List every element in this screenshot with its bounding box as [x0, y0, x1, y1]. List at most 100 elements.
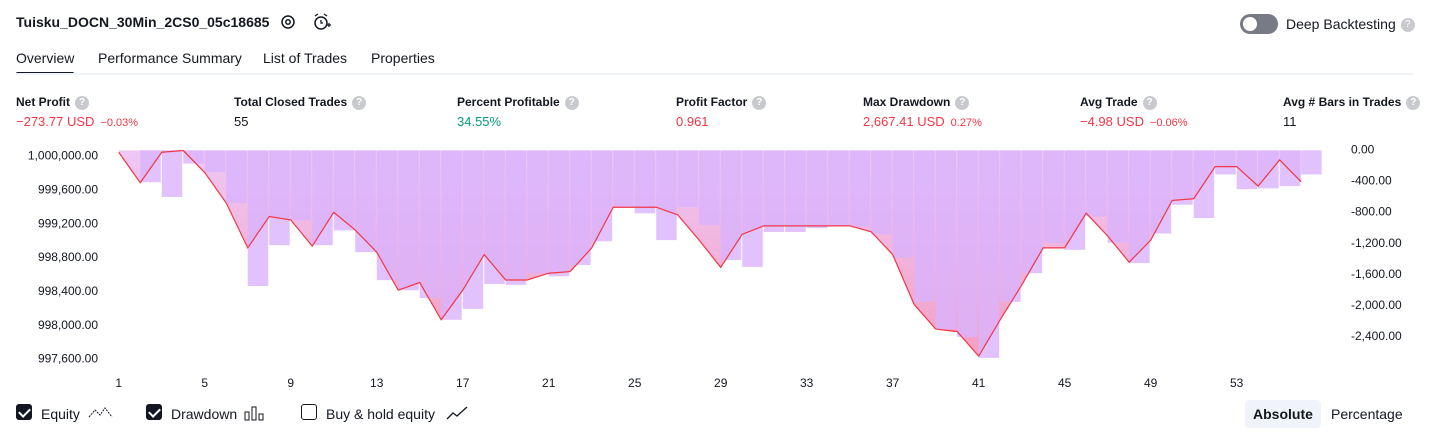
help-icon[interactable]: ? — [1142, 95, 1157, 110]
alert-icon[interactable] — [313, 13, 331, 31]
x-tick-label: 41 — [972, 376, 986, 390]
y2-tick-label: -400.00 — [1351, 174, 1392, 188]
drawdown-bar — [290, 150, 312, 221]
metric-value: 11 — [1283, 114, 1297, 129]
drawdown-bar — [161, 150, 183, 197]
x-tick-label: 33 — [800, 376, 814, 390]
help-icon[interactable]: ? — [564, 95, 579, 110]
metric-label-text: Avg # Bars in Trades — [1283, 95, 1402, 109]
metric-value-text: −4.98 USD — [1080, 114, 1144, 129]
drawdown-bar — [1064, 150, 1086, 250]
metric-value: 2,667.41 USD 0.27% — [863, 114, 982, 129]
x-tick-label: 1 — [115, 376, 122, 390]
metric-value-text: 0.961 — [676, 114, 709, 129]
equity-line — [118, 149, 1302, 358]
drawdown-bar — [376, 150, 398, 281]
metric-value-text: 2,667.41 USD — [863, 114, 945, 129]
drawdown-bar — [183, 150, 204, 164]
deep-backtesting-toggle[interactable] — [1240, 14, 1278, 34]
metric-value-text: 11 — [1283, 114, 1297, 129]
y2-tick-label: -800.00 — [1351, 205, 1392, 219]
y2-tick-label: -1,600.00 — [1351, 267, 1402, 281]
drawdown-bar — [355, 150, 376, 253]
divider — [16, 73, 1414, 75]
help-icon[interactable]: ? — [1400, 18, 1415, 33]
drawdown-bar — [1215, 150, 1236, 175]
metric-value-text: −273.77 USD — [16, 114, 95, 129]
drawdown-bar — [763, 150, 785, 232]
toggle-label: Deep Backtesting? — [1286, 16, 1415, 33]
metric-label: Net Profit? — [16, 95, 89, 110]
help-icon[interactable]: ? — [955, 95, 970, 110]
x-tick-label: 29 — [714, 376, 728, 390]
drawdown-checkbox[interactable] — [146, 404, 162, 420]
metric-value: 0.961 — [676, 114, 709, 129]
help-icon[interactable]: ? — [1406, 95, 1421, 110]
drawdown-bar — [462, 150, 484, 309]
y2-tick-label: -2,000.00 — [1351, 298, 1402, 312]
x-tick-label: 9 — [287, 376, 294, 390]
x-tick-label: 21 — [542, 376, 556, 390]
buy-hold-checkbox[interactable] — [301, 404, 317, 420]
drawdown-bar — [441, 150, 462, 320]
drawdown-bar — [419, 150, 441, 299]
toggle-text: Deep Backtesting — [1286, 16, 1396, 32]
y-tick-label: 1,000,000.00 — [28, 149, 98, 163]
legend-label: Drawdown — [171, 406, 238, 422]
drawdown-bar — [1129, 150, 1150, 264]
metric-label: Avg # Bars in Trades? — [1283, 95, 1421, 110]
help-icon[interactable]: ? — [352, 95, 367, 110]
metric-label-text: Max Drawdown — [863, 95, 951, 109]
strategy-title: Tuisku_DOCN_30Min_2CS0_05c18685 — [16, 14, 270, 30]
drawdown-bar — [720, 150, 742, 260]
tab[interactable]: Properties — [371, 50, 435, 66]
metric-value: −4.98 USD −0.06% — [1080, 114, 1188, 129]
x-tick-label: 25 — [628, 376, 642, 390]
settings-icon[interactable] — [279, 13, 297, 31]
y2-tick-label: -2,400.00 — [1351, 329, 1402, 343]
y-tick-label: 997,600.00 — [38, 352, 98, 366]
metric-value-text: 34.55% — [457, 114, 502, 129]
metric-value: 55 — [234, 114, 248, 129]
drawdown-bar — [656, 150, 677, 241]
x-tick-label: 5 — [201, 376, 208, 390]
drawdown-bar — [333, 150, 355, 231]
metric-percent: −0.06% — [1149, 117, 1188, 129]
help-icon[interactable]: ? — [752, 95, 767, 110]
drawdown-bar — [247, 150, 269, 286]
equity-checkbox[interactable] — [16, 404, 32, 420]
y-tick-label: 998,800.00 — [38, 250, 98, 264]
metric-label-text: Total Closed Trades — [234, 95, 348, 109]
mode-button[interactable]: Absolute — [1245, 400, 1321, 428]
drawdown-bar — [1021, 150, 1043, 274]
metric-label-text: Percent Profitable — [457, 95, 560, 109]
drawdown-bar — [828, 150, 849, 227]
drawdown-bar — [806, 150, 828, 229]
drawdown-bar — [957, 150, 978, 337]
drawdown-bar — [978, 150, 1000, 358]
metric-percent: 0.27% — [950, 117, 982, 129]
drawdown-bar — [892, 150, 914, 258]
drawdown-bar — [742, 150, 763, 267]
drawdown-icon — [244, 406, 264, 421]
drawdown-bar — [914, 150, 935, 302]
legend-label: Equity — [41, 406, 80, 422]
drawdown-bar — [204, 150, 226, 173]
y-tick-label: 998,400.00 — [38, 284, 98, 298]
metric-label: Max Drawdown? — [863, 95, 970, 110]
metric-label-text: Profit Factor — [676, 95, 748, 109]
help-icon[interactable]: ? — [75, 95, 89, 110]
tab[interactable]: List of Trades — [263, 50, 348, 66]
drawdown-bar — [140, 150, 161, 183]
drawdown-bar — [484, 150, 505, 285]
x-tick-label: 37 — [886, 376, 900, 390]
drawdown-bar — [871, 150, 892, 235]
drawdown-bar — [548, 150, 570, 277]
tab[interactable]: Performance Summary — [98, 50, 242, 66]
x-tick-label: 53 — [1230, 376, 1244, 390]
drawdown-bar — [1279, 150, 1301, 187]
drawdown-bar — [570, 150, 591, 265]
mode-button[interactable]: Percentage — [1331, 406, 1403, 422]
y-tick-label: 998,000.00 — [38, 318, 98, 332]
